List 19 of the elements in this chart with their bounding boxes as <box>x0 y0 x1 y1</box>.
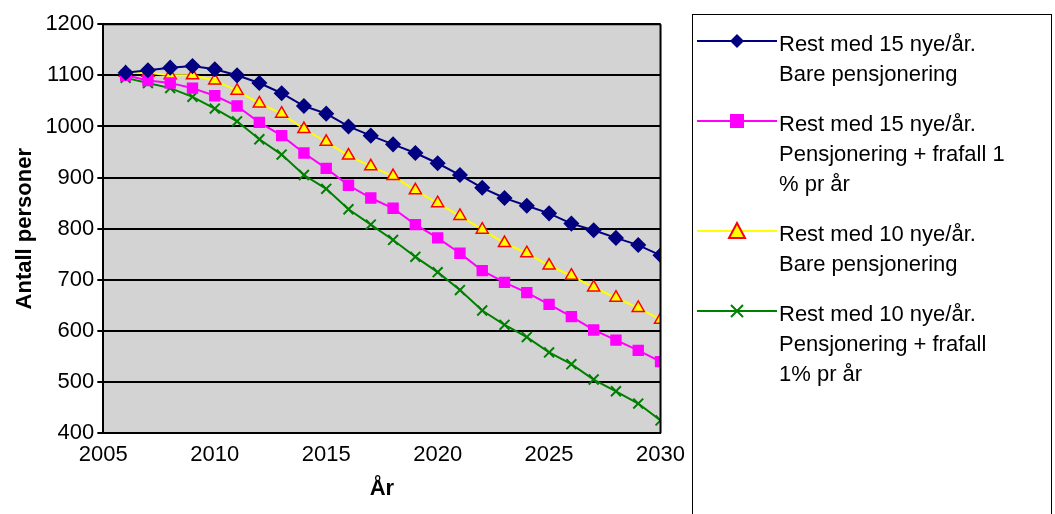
x-tick-label: 2015 <box>301 441 351 467</box>
y-tick-label: 500 <box>57 368 95 394</box>
legend-label: Rest med 10 nye/år. Pensjonering + frafall 1% pr år <box>779 300 988 388</box>
legend-label: Rest med 10 nye/år. Bare pensjonering <box>779 220 977 278</box>
y-tick-label: 800 <box>57 214 95 240</box>
y-tick-label: 900 <box>57 163 95 189</box>
y-tick-label: 1200 <box>45 10 95 36</box>
x-tick-label: 2030 <box>636 441 686 467</box>
y-axis-title: Antall personer <box>11 147 37 310</box>
legend-label: Rest med 15 nye/år. Pensjonering + frafall 1 % pr år <box>779 110 1006 198</box>
x-tick-label: 2010 <box>190 441 240 467</box>
x-axis-title: År <box>369 473 395 500</box>
x-tick-label: 2025 <box>524 441 574 467</box>
y-tick-label: 700 <box>57 265 95 291</box>
y-tick-label: 600 <box>57 317 95 343</box>
y-tick-label: 1000 <box>45 112 95 138</box>
legend-label: Rest med 15 nye/år. Bare pensjonering <box>779 30 977 88</box>
x-tick-label: 2020 <box>413 441 463 467</box>
y-tick-label: 1100 <box>47 61 95 87</box>
